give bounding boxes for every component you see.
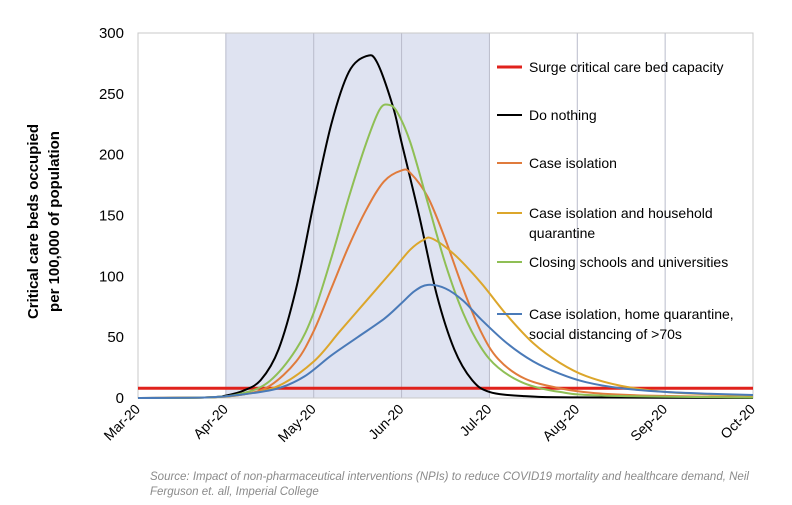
y-tick-label: 50 xyxy=(107,329,124,346)
gridlines xyxy=(225,33,666,398)
x-tick-label: Oct-20 xyxy=(717,401,758,442)
x-axis: Mar-20 Apr-20 May-20 Jun-20 Jul-20 Aug-20 Sep-… xyxy=(100,401,758,445)
legend-label: Case isolation xyxy=(529,155,617,171)
series-line xyxy=(137,168,754,399)
y-tick-label: 300 xyxy=(99,25,124,42)
plot-frame xyxy=(137,32,754,399)
x-tick-label: Sep-20 xyxy=(627,401,670,444)
source-note: Source: Impact of non-pharmaceutical int… xyxy=(150,471,749,498)
y-axis-label-line: per 100,000 of population xyxy=(46,131,63,312)
x-tick-label: Apr-20 xyxy=(190,401,231,442)
series-line xyxy=(137,236,754,399)
y-tick-label: 100 xyxy=(99,268,124,285)
y-tick-label: 250 xyxy=(99,86,124,103)
legend-label: Closing schools and universities xyxy=(529,254,728,270)
legend-label: Case isolation, home quarantine, xyxy=(529,306,734,322)
y-tick-label: 150 xyxy=(99,208,124,225)
x-tick-label: Jun-20 xyxy=(365,401,407,443)
x-tick-label: May-20 xyxy=(275,401,319,445)
y-tick-label: 0 xyxy=(116,390,124,407)
y-axis-label-line: Critical care beds occupied xyxy=(25,124,42,319)
legend: Surge critical care bed capacity Do nothi… xyxy=(497,59,734,342)
y-axis: 0 50 100 150 200 250 300 xyxy=(99,25,124,407)
y-axis-label: Critical care beds occupied per 100,000 o… xyxy=(25,124,63,319)
x-tick-label: Mar-20 xyxy=(100,401,143,444)
series-line xyxy=(137,54,754,399)
shaded-region xyxy=(225,33,490,398)
legend-label: Surge critical care bed capacity xyxy=(529,59,724,75)
x-tick-label: Jul-20 xyxy=(456,401,494,439)
x-tick-label: Aug-20 xyxy=(539,401,582,444)
series-lines xyxy=(137,54,754,399)
y-tick-label: 200 xyxy=(99,147,124,164)
legend-label: Do nothing xyxy=(529,107,597,123)
legend-label: social distancing of >70s xyxy=(529,326,682,342)
legend-label: quarantine xyxy=(529,225,595,241)
legend-label: Case isolation and household xyxy=(529,205,713,221)
series-line xyxy=(137,103,754,399)
series-line xyxy=(137,283,754,399)
